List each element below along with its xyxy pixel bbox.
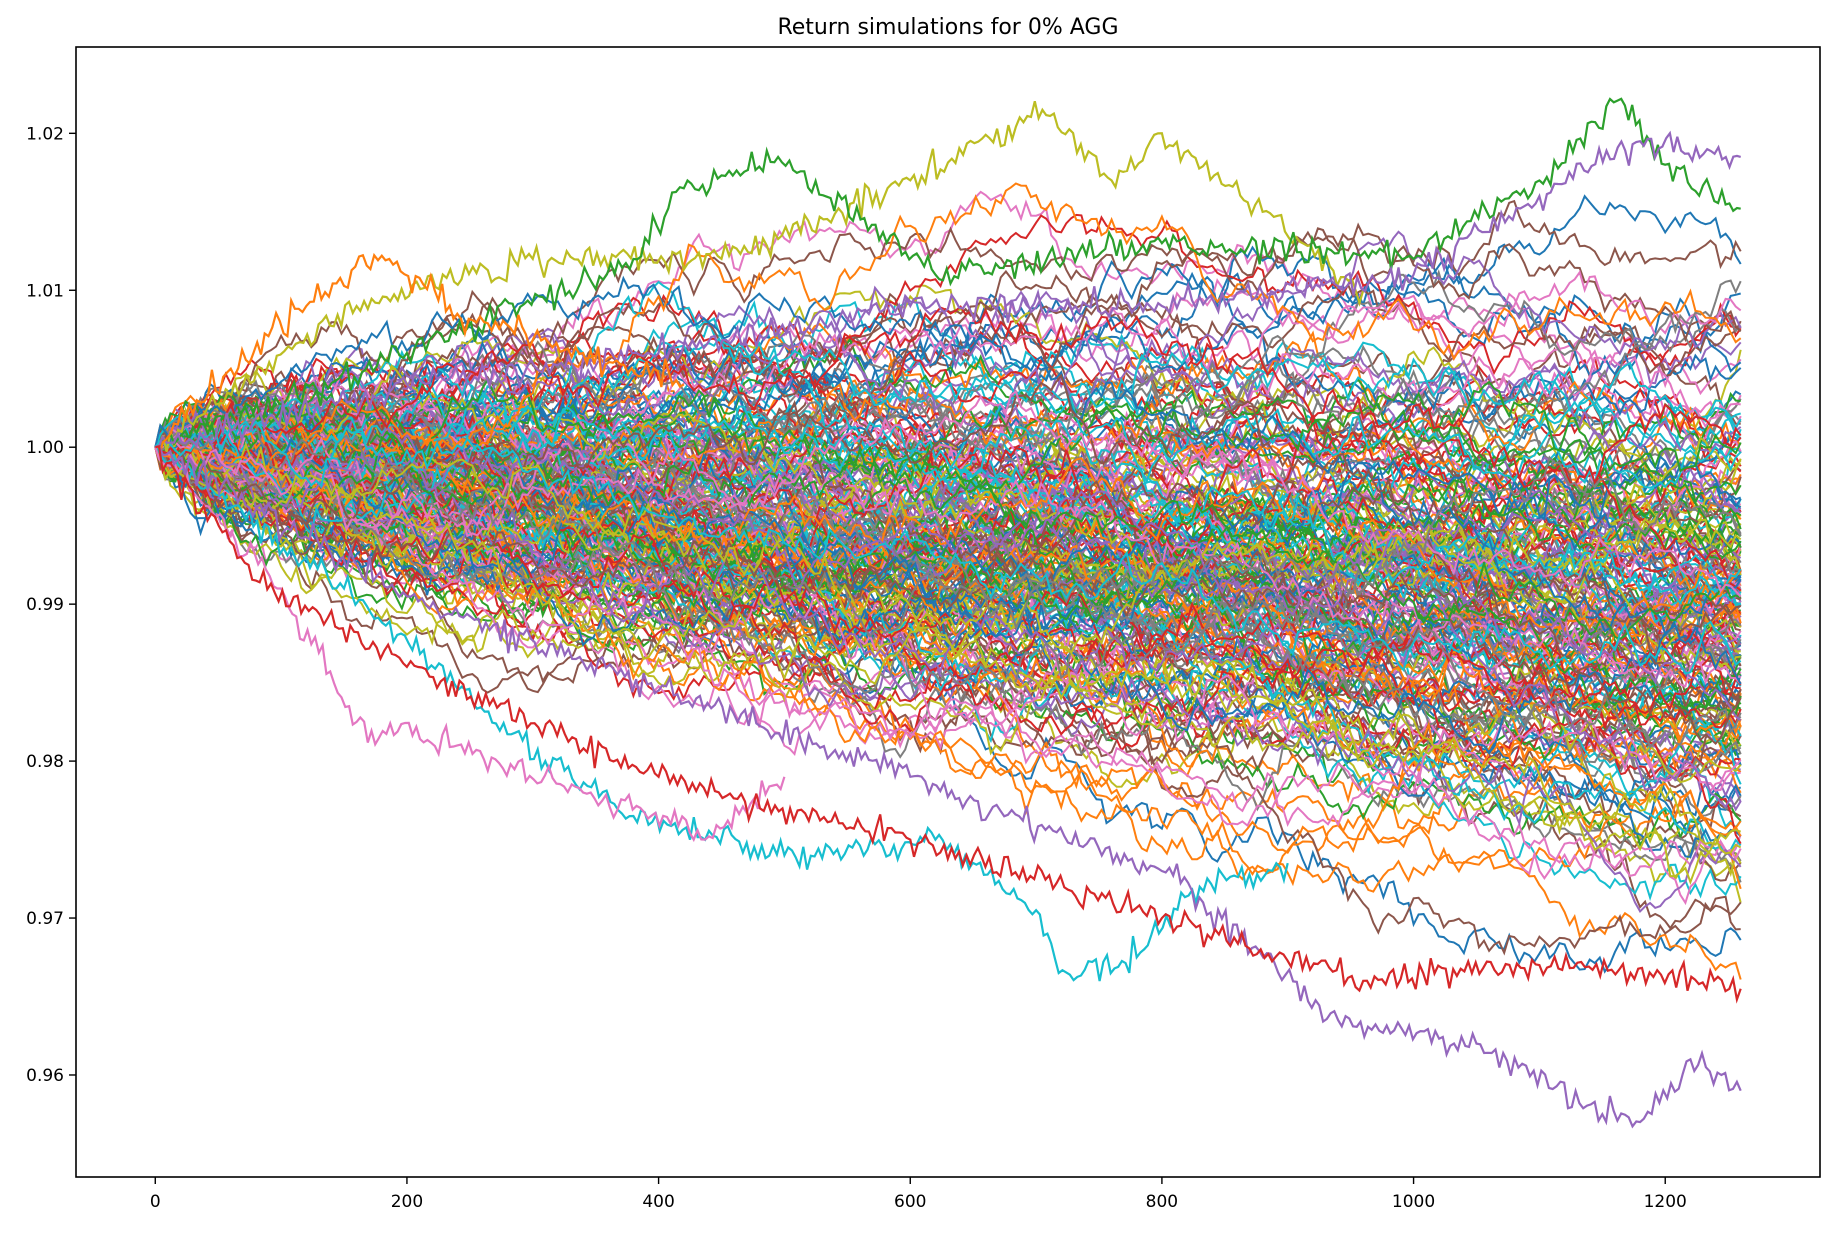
series-line-extreme [154, 97, 1741, 457]
series-line [154, 432, 1742, 640]
x-axis: 0 200 400 600 800 1000 1200 [150, 1177, 1687, 1212]
series-line [154, 353, 1741, 523]
series-line [155, 226, 1742, 450]
x-tick-label: 1000 [1392, 1192, 1435, 1212]
series-line [154, 444, 1742, 718]
y-axis: 0.96 0.97 0.98 0.99 1.00 1.01 1.02 [26, 124, 76, 1086]
series-line [154, 411, 1742, 733]
x-tick-label: 800 [1146, 1192, 1178, 1212]
series-line [154, 275, 1742, 685]
chart-title: Return simulations for 0% AGG [777, 15, 1118, 40]
series-line [154, 374, 1742, 607]
series-line [154, 446, 1742, 876]
series-line [154, 431, 1742, 755]
series-line [154, 446, 1742, 701]
y-tick-label: 0.96 [26, 1066, 64, 1086]
series-line [154, 411, 1742, 605]
series-line [154, 182, 1742, 476]
series-line [155, 364, 1741, 672]
series-line [154, 441, 1742, 686]
y-tick-label: 0.98 [26, 752, 64, 772]
series-line-extreme [154, 252, 685, 462]
plot-area [154, 97, 1742, 1129]
series-line [154, 420, 1742, 675]
series-line [154, 390, 1742, 598]
series-line [154, 337, 1741, 485]
series-line [154, 420, 1742, 705]
series-line [154, 410, 1742, 722]
series-line-extreme [155, 445, 1742, 1004]
series-line [154, 373, 1742, 746]
x-tick-label: 400 [642, 1192, 674, 1212]
series-line-extreme [154, 446, 786, 843]
series-line [154, 446, 1742, 886]
series-line [154, 256, 1741, 449]
series-line [154, 285, 1742, 514]
series-line [154, 423, 1742, 715]
series-line-extreme [154, 100, 1365, 452]
series-line [154, 270, 1742, 467]
series-line [154, 315, 1742, 451]
series-line [155, 336, 1742, 489]
series-line [154, 446, 1742, 773]
x-tick-label: 0 [150, 1192, 161, 1212]
y-tick-label: 1.02 [26, 124, 64, 144]
series-line [154, 440, 1742, 845]
series-line-extreme [154, 443, 1742, 1129]
series-line-extreme [155, 130, 1741, 449]
series-line [154, 406, 1742, 751]
x-tick-label: 600 [894, 1192, 926, 1212]
y-tick-label: 0.99 [26, 595, 64, 615]
series-line [154, 446, 1742, 914]
y-tick-label: 1.01 [26, 281, 64, 301]
x-tick-label: 1200 [1644, 1192, 1687, 1212]
series-line [154, 433, 1742, 793]
series-line [155, 402, 1742, 589]
x-tick-label: 200 [391, 1192, 423, 1212]
series-line [154, 284, 1742, 495]
y-tick-label: 1.00 [26, 438, 64, 458]
series-line [154, 352, 1742, 535]
series-line [154, 412, 1742, 638]
y-tick-label: 0.97 [26, 909, 64, 929]
series-line-extreme [154, 446, 1289, 982]
series-line [154, 446, 1742, 749]
series-line [154, 396, 1741, 552]
series-line [154, 305, 1742, 489]
axes-frame [75, 46, 1821, 1178]
series-line [154, 230, 1742, 470]
series-line [154, 279, 1742, 451]
